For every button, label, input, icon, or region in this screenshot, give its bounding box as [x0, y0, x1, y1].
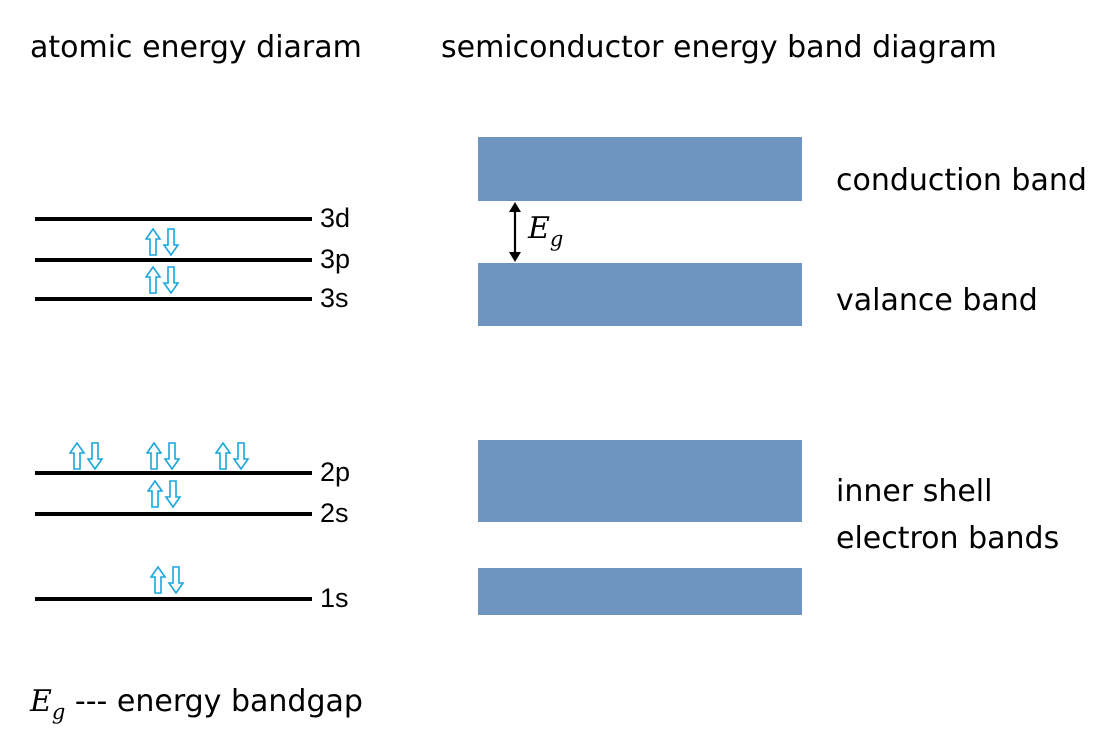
electron-pair-icon [68, 441, 105, 471]
level-label-2p: 2p [320, 457, 351, 487]
bandgap-arrow-icon [509, 202, 521, 262]
electron-pair-icon [149, 565, 186, 595]
level-label-1s: 1s [320, 583, 349, 613]
level-line-2p [35, 471, 312, 475]
legend-symbol: Eg [30, 684, 66, 724]
band-diagram-title: semiconductor energy band diagram [441, 30, 997, 65]
electron-pair-icon [145, 441, 182, 471]
inner-shell-band-rect [478, 440, 802, 522]
level-line-2s [35, 512, 312, 516]
valance-band-rect [478, 263, 802, 326]
legend-text: --- energy bandgap [65, 684, 363, 719]
bandgap-legend: Eg --- energy bandgap [30, 684, 363, 724]
electron-pair-icon [146, 479, 183, 509]
inner-shell-label-line: electron bands [836, 520, 1060, 556]
level-line-3d [35, 217, 312, 221]
conduction-band-rect [478, 137, 802, 201]
level-line-3p [35, 258, 312, 262]
bandgap-label: Eg [528, 211, 564, 251]
conduction-band-label: conduction band [836, 163, 1087, 198]
electron-pair-icon [144, 265, 181, 295]
level-label-3s: 3s [320, 283, 349, 313]
level-label-3d: 3d [320, 203, 351, 233]
level-label-2s: 2s [320, 498, 349, 528]
inner-shell-label-line: inner shell [836, 474, 993, 509]
inner-shell-band-rect [478, 568, 802, 615]
level-line-1s [35, 597, 312, 601]
valance-band-label: valance band [836, 283, 1038, 318]
level-line-3s [35, 297, 312, 301]
electron-pair-icon [214, 441, 251, 471]
inner-shell-band-label: inner shell electron bands [836, 469, 1059, 562]
electron-pair-icon [144, 227, 181, 257]
level-label-3p: 3p [320, 244, 351, 274]
atomic-diagram-title: atomic energy diaram [30, 30, 362, 65]
